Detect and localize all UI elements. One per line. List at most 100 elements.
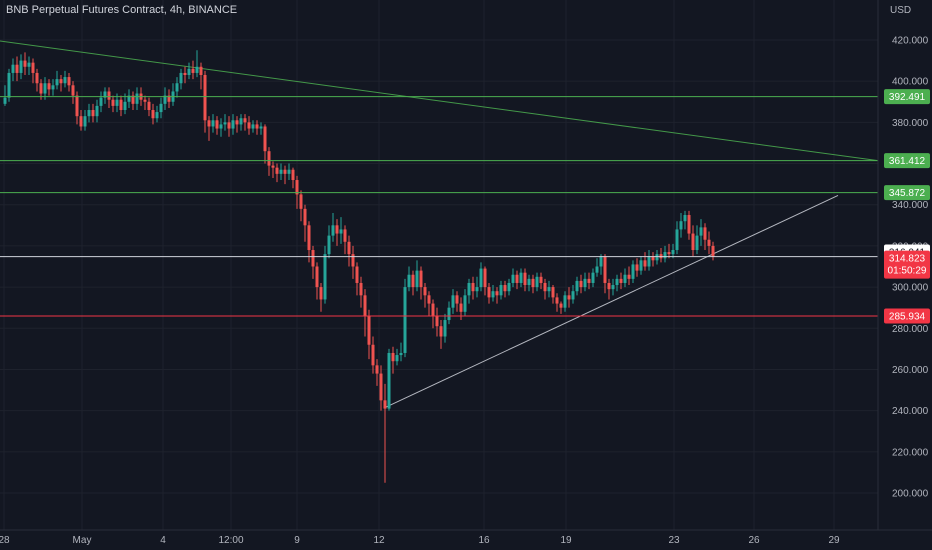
- candle-body: [215, 120, 219, 129]
- candle-body: [611, 285, 615, 290]
- candle-up: [323, 245, 327, 304]
- candle-down: [487, 282, 491, 304]
- candle-up: [491, 285, 495, 302]
- trendline: [0, 40, 879, 162]
- candle-body: [555, 297, 559, 304]
- level-label: 361.412: [889, 156, 926, 167]
- candle-down: [15, 56, 19, 82]
- candle-body: [347, 241, 351, 255]
- candle-up: [211, 114, 215, 133]
- candle-body: [143, 99, 147, 102]
- candle-up: [103, 87, 107, 104]
- candle-body: [7, 72, 11, 98]
- candle-body: [423, 287, 427, 296]
- candle-down: [391, 346, 395, 374]
- candle-down: [35, 68, 39, 92]
- candle-up: [655, 250, 659, 265]
- candle-body: [191, 68, 195, 73]
- candle-down: [435, 307, 439, 337]
- candle-down: [151, 103, 155, 125]
- candle-up: [87, 103, 91, 123]
- candle-body: [383, 400, 387, 409]
- candle-body: [575, 280, 579, 292]
- candle-up: [403, 278, 407, 358]
- candle-up: [599, 254, 603, 275]
- candle-body: [247, 122, 251, 129]
- candle-down: [359, 276, 363, 308]
- candle-body: [399, 352, 403, 356]
- candle-down: [147, 97, 151, 117]
- candle-up: [675, 221, 679, 255]
- candle-body: [311, 250, 315, 267]
- price-tick-label: 200.000: [892, 489, 929, 500]
- candle-body: [219, 124, 223, 129]
- candle-up: [331, 212, 335, 242]
- candle-body: [175, 83, 179, 92]
- candle-down: [199, 62, 203, 90]
- candle-down: [515, 270, 519, 290]
- candle-down: [635, 258, 639, 277]
- candle-up: [415, 260, 419, 292]
- candle-up: [387, 348, 391, 411]
- candle-body: [47, 83, 51, 90]
- candle-down: [23, 52, 27, 76]
- candle-up: [223, 114, 227, 131]
- time-axis[interactable]: 28 May 4 12:00 9 12 16 19 23 26 29: [0, 529, 932, 546]
- candle-up: [647, 250, 651, 271]
- candle-body: [163, 95, 167, 104]
- candle-up: [287, 163, 291, 181]
- candle-body: [403, 287, 407, 353]
- candle-body: [267, 151, 271, 166]
- level-label-bg: [884, 89, 930, 105]
- time-tick-label: 4: [160, 535, 166, 546]
- candle-up: [327, 225, 331, 259]
- candle-up: [475, 276, 479, 298]
- countdown-label: 01:50:29: [888, 266, 927, 277]
- candle-up: [671, 243, 675, 259]
- candle-up: [507, 278, 511, 296]
- candle-body: [223, 122, 227, 125]
- time-tick-label: May: [73, 535, 92, 546]
- candle-up: [527, 274, 531, 292]
- candle-up: [95, 99, 99, 123]
- candle-body: [619, 278, 623, 283]
- candle-down: [111, 95, 115, 113]
- candle-body: [75, 95, 79, 117]
- candle-up: [535, 272, 539, 292]
- candle-up: [219, 118, 223, 137]
- candle-down: [375, 359, 379, 386]
- candle-down: [207, 116, 211, 141]
- candle-up: [259, 122, 263, 135]
- candle-up: [611, 278, 615, 296]
- candle-down: [707, 231, 711, 255]
- candle-down: [711, 241, 715, 261]
- candle-body: [599, 256, 603, 267]
- candle-down: [247, 116, 251, 135]
- candle-body: [459, 303, 463, 312]
- candle-down: [483, 266, 487, 296]
- level-label-bg: [884, 153, 930, 169]
- candle-up: [631, 260, 635, 283]
- price-axis[interactable]: 420.000400.000380.000360.000340.000320.0…: [877, 0, 932, 550]
- candle-body: [323, 254, 327, 300]
- candle-body: [291, 169, 295, 181]
- candle-body: [615, 278, 619, 286]
- candle-body: [159, 103, 163, 113]
- level-label-bg: [884, 185, 930, 201]
- candle-body: [239, 118, 243, 125]
- candle-body: [527, 278, 531, 286]
- candle-up: [163, 87, 167, 111]
- candle-body: [147, 101, 151, 111]
- candle-up: [51, 79, 55, 96]
- candle-up: [83, 110, 87, 131]
- candle-up: [463, 289, 467, 316]
- candle-body: [355, 266, 359, 283]
- candle-down: [659, 247, 663, 263]
- candle-body: [695, 235, 699, 251]
- candle-up: [279, 163, 283, 181]
- candle-body: [359, 282, 363, 296]
- candle-body: [411, 274, 415, 288]
- candle-body: [675, 229, 679, 251]
- candle-body: [559, 303, 563, 308]
